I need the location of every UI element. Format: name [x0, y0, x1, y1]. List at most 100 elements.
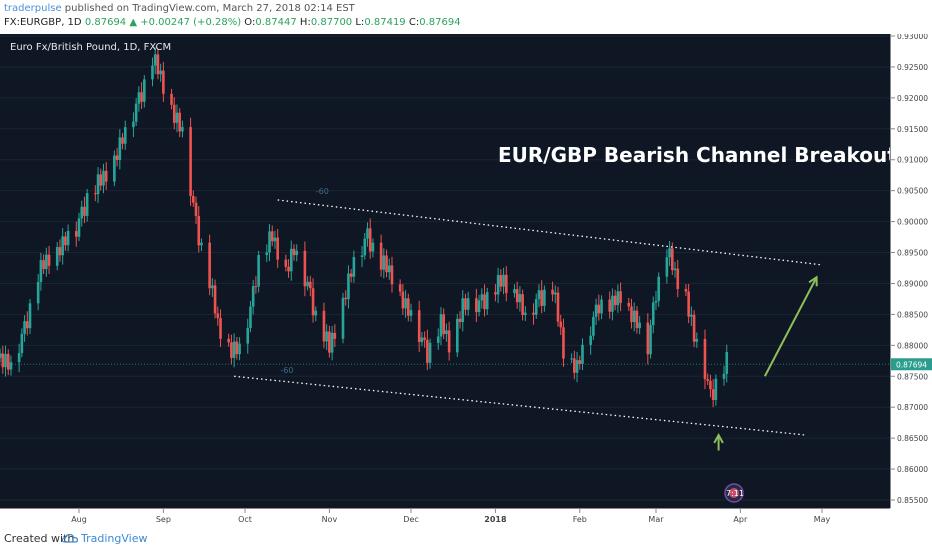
publisher-link[interactable]: traderpulse: [4, 3, 62, 14]
candle-body: [417, 310, 421, 342]
footer: Created with TradingView: [0, 530, 932, 550]
candle-body: [706, 379, 709, 381]
candle-body: [159, 70, 162, 75]
candle-body: [306, 281, 309, 287]
candle-body: [115, 155, 119, 160]
candle-body: [692, 314, 696, 342]
candle-body: [368, 228, 372, 252]
candle-body: [330, 332, 334, 353]
candle-body: [445, 330, 448, 335]
candle-body: [189, 127, 192, 196]
y-tick-label: 0.90000: [897, 218, 928, 227]
candle-body: [235, 341, 239, 355]
candle-body: [608, 299, 612, 312]
candle-body: [420, 337, 424, 342]
created-with-text: Created with: [4, 532, 75, 545]
y-tick-label: 0.85500: [897, 496, 928, 505]
candle-body: [559, 321, 563, 328]
candle-body: [175, 112, 179, 123]
candle-body: [630, 306, 633, 323]
candle-body: [494, 292, 497, 295]
candle-body: [703, 338, 707, 380]
tradingview-cloud-icon: [62, 533, 78, 543]
channel-trendline: [277, 199, 823, 266]
candle-body: [211, 285, 214, 289]
time-axis-scale: Aug Sep Oct Nov Dec 2018 Feb Mar Apr May: [71, 509, 831, 524]
candle-body: [123, 127, 127, 144]
candle-body: [499, 275, 503, 287]
candle-body: [192, 195, 195, 203]
candle-body: [518, 294, 522, 303]
y-tick-label: 0.89500: [897, 249, 928, 258]
candle-body: [371, 242, 375, 252]
x-tick-label: Mar: [648, 515, 664, 524]
candle-body: [436, 336, 440, 343]
plot-area[interactable]: -60 -60 7:11: [0, 34, 890, 508]
x-tick-label: Aug: [71, 515, 87, 524]
published-text: published on TradingView.com, March 27, …: [64, 3, 355, 14]
candle-body: [387, 265, 391, 273]
candle-body: [66, 231, 70, 246]
candle-body: [570, 358, 573, 360]
candle-body: [23, 321, 26, 334]
candle-body: [464, 298, 467, 310]
candle-body: [597, 304, 601, 314]
candle-body: [646, 322, 650, 355]
candle-body: [578, 360, 582, 365]
candle-body: [94, 193, 97, 195]
candle-body: [671, 248, 674, 271]
candle-body: [99, 174, 103, 186]
candle-body: [132, 121, 135, 128]
candle-body: [85, 193, 89, 216]
publish-info: traderpulse published on TradingView.com…: [4, 3, 355, 14]
candle-body: [363, 238, 367, 256]
candle-body: [385, 255, 388, 273]
y-tick-label: 0.89000: [897, 279, 928, 288]
event-badge-text: 7:11: [726, 489, 744, 498]
price-axis[interactable]: 0.93000 0.92500 0.92000 0.91500 0.91000 0.905…: [890, 32, 932, 508]
candle-body: [632, 310, 636, 323]
candle-body: [42, 260, 45, 270]
y-tick-label: 0.93000: [897, 34, 928, 41]
candle-body: [257, 255, 260, 287]
last-price-label: 0.87694: [896, 360, 927, 369]
candlestick-chart[interactable]: -60 -60 7:11: [0, 34, 890, 508]
candle-body: [45, 254, 48, 270]
candle-body: [714, 378, 718, 400]
candle-body: [246, 328, 250, 344]
candle-body: [687, 291, 690, 317]
candle-body: [711, 389, 715, 400]
candle-body: [619, 291, 622, 303]
candle-body: [556, 292, 560, 322]
candle-body: [349, 273, 353, 277]
candle-body: [104, 170, 108, 182]
candle-body: [276, 237, 279, 260]
candle-body: [600, 299, 603, 314]
candle-body: [143, 79, 146, 102]
open-label: O:: [244, 17, 256, 28]
candle-body: [480, 294, 484, 301]
arrow-head: [713, 432, 724, 444]
candle-body: [725, 351, 729, 374]
candle-body: [208, 242, 211, 289]
candle-body: [668, 248, 671, 258]
candle-body: [483, 294, 486, 310]
candle-body: [61, 236, 64, 256]
candle-body: [254, 286, 258, 288]
candle-body: [333, 332, 337, 339]
up-triangle-icon: ▲: [129, 17, 138, 28]
symbol-title: Euro Fx/British Pound, 1D, FXCM: [10, 42, 172, 53]
time-axis[interactable]: Aug Sep Oct Nov Dec 2018 Feb Mar Apr May: [0, 508, 890, 531]
candle-body: [121, 137, 124, 144]
tradingview-brand[interactable]: TradingView: [81, 532, 148, 545]
candle-body: [676, 268, 680, 289]
candle-body: [398, 284, 402, 292]
candle-body: [475, 298, 478, 313]
candle-body: [238, 343, 241, 355]
candle-body: [524, 312, 527, 315]
candle-body: [366, 228, 369, 239]
candle-body: [178, 112, 181, 132]
candle-body: [25, 321, 29, 329]
y-tick-label: 0.92500: [897, 63, 928, 72]
candle-body: [96, 174, 100, 195]
